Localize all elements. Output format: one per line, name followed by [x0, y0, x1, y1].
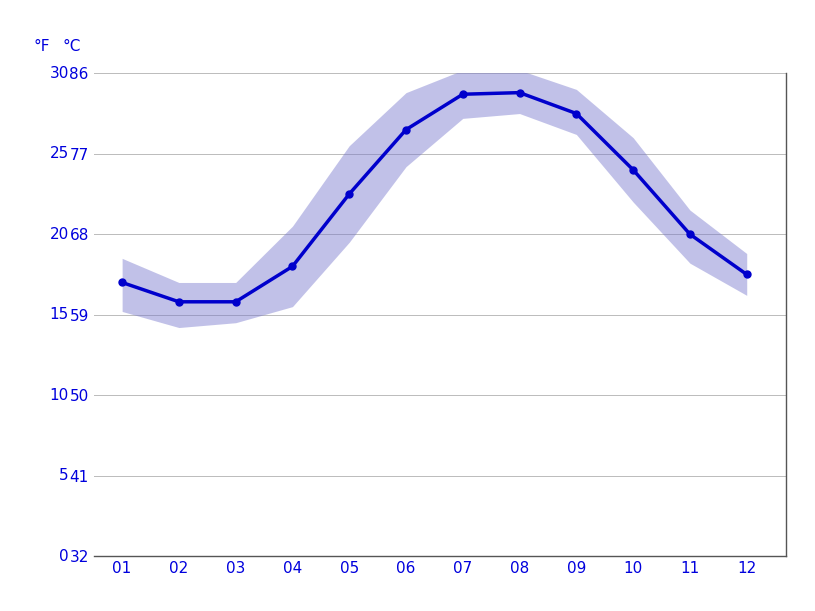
Text: 10: 10: [50, 387, 68, 403]
Text: 0: 0: [59, 549, 68, 563]
Text: 30: 30: [50, 66, 68, 81]
Text: 20: 20: [50, 227, 68, 242]
Text: °F: °F: [33, 39, 50, 54]
Text: °C: °C: [63, 39, 81, 54]
Text: 5: 5: [59, 468, 68, 483]
Text: 25: 25: [50, 146, 68, 161]
Text: 15: 15: [50, 307, 68, 322]
